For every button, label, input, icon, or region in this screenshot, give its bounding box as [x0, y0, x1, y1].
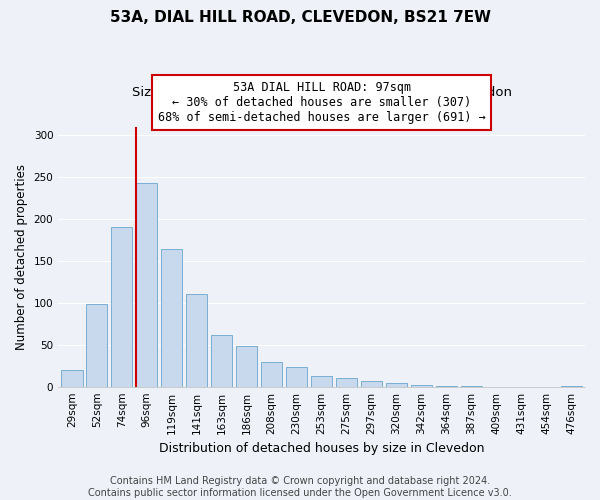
Bar	[386, 384, 407, 386]
Bar	[411, 385, 432, 386]
Text: Contains HM Land Registry data © Crown copyright and database right 2024.
Contai: Contains HM Land Registry data © Crown c…	[88, 476, 512, 498]
Bar	[261, 362, 282, 386]
Bar	[61, 370, 83, 386]
Title: Size of property relative to detached houses in Clevedon: Size of property relative to detached ho…	[131, 86, 512, 100]
Bar	[136, 183, 157, 386]
X-axis label: Distribution of detached houses by size in Clevedon: Distribution of detached houses by size …	[159, 442, 484, 455]
Bar	[311, 376, 332, 386]
Bar	[336, 378, 357, 386]
Bar	[286, 366, 307, 386]
Text: 53A DIAL HILL ROAD: 97sqm
← 30% of detached houses are smaller (307)
68% of semi: 53A DIAL HILL ROAD: 97sqm ← 30% of detac…	[158, 82, 485, 124]
Bar	[161, 249, 182, 386]
Bar	[186, 294, 208, 386]
Bar	[86, 304, 107, 386]
Bar	[236, 346, 257, 387]
Bar	[211, 334, 232, 386]
Bar	[111, 228, 133, 386]
Bar	[361, 381, 382, 386]
Y-axis label: Number of detached properties: Number of detached properties	[15, 164, 28, 350]
Text: 53A, DIAL HILL ROAD, CLEVEDON, BS21 7EW: 53A, DIAL HILL ROAD, CLEVEDON, BS21 7EW	[110, 10, 491, 25]
